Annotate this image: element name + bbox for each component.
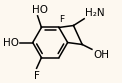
Text: OH: OH bbox=[93, 50, 109, 60]
Text: F: F bbox=[34, 71, 40, 81]
Text: HO: HO bbox=[31, 5, 47, 15]
Text: HO: HO bbox=[3, 38, 19, 48]
Text: H₂N: H₂N bbox=[85, 8, 105, 18]
Text: F: F bbox=[59, 15, 64, 24]
